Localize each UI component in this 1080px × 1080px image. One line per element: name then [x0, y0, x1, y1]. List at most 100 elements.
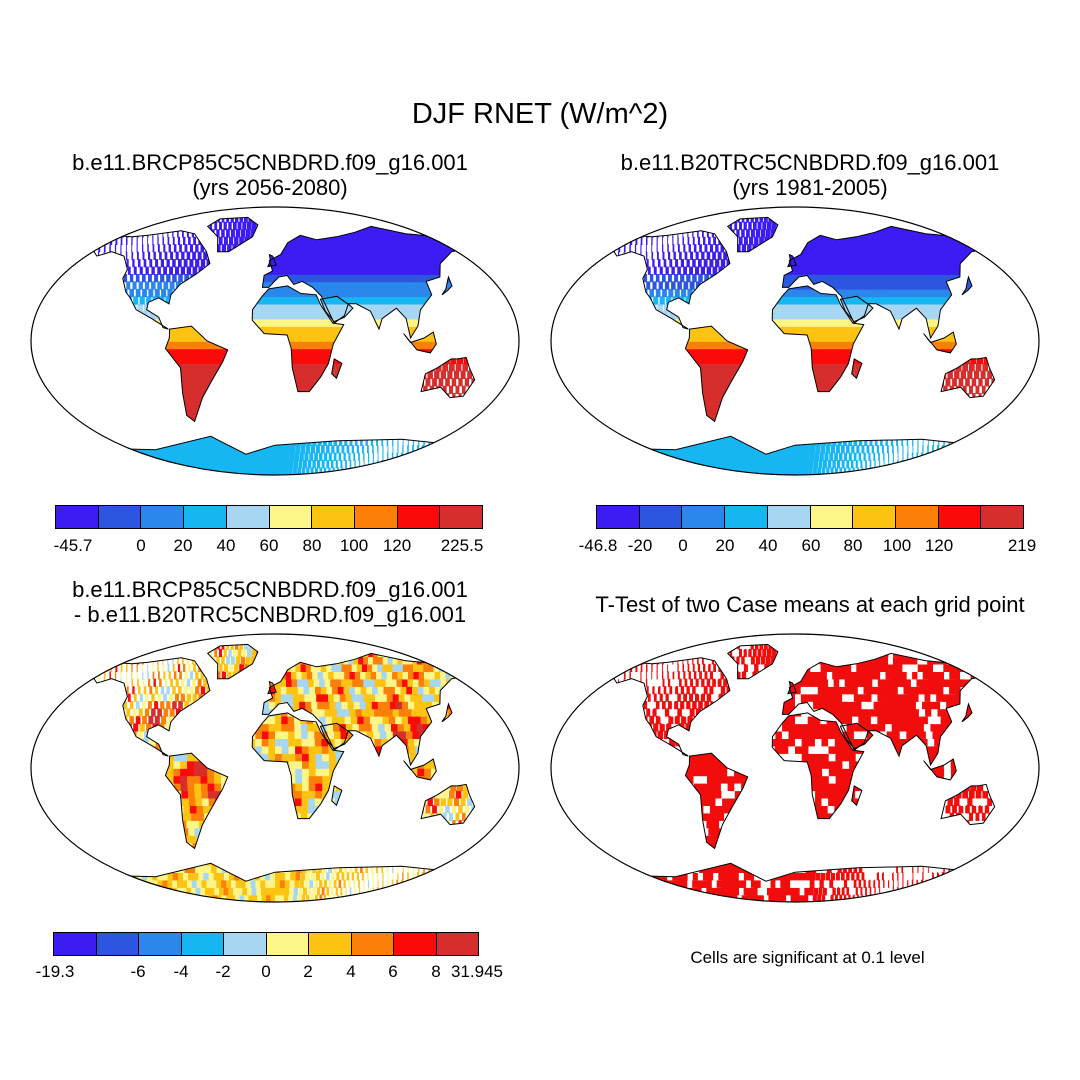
colorbar-cell	[895, 506, 939, 528]
colorbar-cell	[810, 506, 854, 528]
colorbar-cell	[266, 933, 309, 955]
coastline-australia	[940, 783, 996, 826]
coastline-south-america	[684, 752, 749, 850]
colorbar-difference-tick: -19.3	[35, 962, 75, 981]
panel-difference-title: b.e11.BRCP85C5CNBDRD.f09_g16.001 - b.e11…	[0, 577, 540, 627]
colorbar-future-tick: 80	[302, 536, 322, 555]
coastline-africa	[771, 712, 865, 820]
land-field	[613, 644, 995, 902]
colorbar-cell	[181, 933, 224, 955]
colorbar-cell	[54, 933, 97, 955]
significance-note: Cells are significant at 0.1 level	[690, 948, 925, 967]
colorbar-historical-tick: 100	[882, 536, 912, 555]
colorbar-cell	[184, 506, 227, 528]
colorbar-cell	[597, 506, 640, 528]
colorbar-difference-tick: -6	[130, 962, 146, 981]
colorbar-cell	[639, 506, 683, 528]
colorbar-cell	[938, 506, 982, 528]
coastline-australia	[420, 783, 476, 826]
colorbar-future-tick: 120	[382, 536, 412, 555]
colorbar-difference-tick: -4	[173, 962, 189, 981]
colorbar-difference-tick: 4	[346, 962, 356, 981]
coastline-borneo-indonesia	[403, 331, 437, 354]
colorbar-historical-tick: 40	[758, 536, 778, 555]
colorbar-cell	[141, 506, 185, 528]
panel-difference-title-line2: - b.e11.B20TRC5CNBDRD.f09_g16.001	[73, 602, 467, 627]
coastline-arabia	[319, 295, 354, 323]
colorbar-future	[55, 505, 483, 529]
panel-future-title-line2: (yrs 2056-2080)	[192, 175, 348, 200]
colorbar-cell	[56, 506, 99, 528]
coastline-japan	[441, 275, 453, 296]
colorbar-future-tick: 0	[136, 536, 146, 555]
coastline-madagascar	[851, 785, 863, 807]
coastline-borneo-indonesia	[923, 758, 957, 781]
coastline-africa	[251, 712, 345, 820]
coastline-arabia	[839, 722, 874, 750]
coastline-north-america	[92, 230, 211, 330]
colorbar-cell	[269, 506, 313, 528]
colorbar-cell	[224, 933, 267, 955]
map-difference	[30, 633, 520, 903]
colorbar-cell	[767, 506, 811, 528]
colorbar-difference-tick: 31.945	[451, 962, 503, 981]
coastline-uk	[787, 680, 797, 695]
colorbar-cell	[309, 933, 352, 955]
colorbar-difference-tick: 2	[303, 962, 313, 981]
colorbar-historical-tick: 20	[715, 536, 735, 555]
coastline-eurasia	[781, 225, 990, 340]
coastline-north-america	[612, 657, 731, 757]
coastline-eurasia	[781, 652, 990, 767]
coastline-madagascar	[331, 358, 343, 380]
colorbar-future-tick: 100	[339, 536, 369, 555]
colorbar-future-tick: 225.5	[440, 536, 484, 555]
colorbar-future-tick: -45.7	[53, 536, 93, 555]
map-future	[30, 206, 520, 476]
map-border	[550, 633, 1040, 903]
coastline-south-america	[164, 325, 229, 423]
colorbar-difference-tick: -2	[215, 962, 231, 981]
coastline-greenland	[206, 643, 259, 680]
coastline-madagascar	[851, 358, 863, 380]
colorbar-cell	[98, 506, 142, 528]
colorbar-cell	[226, 506, 270, 528]
coastline-antarctica	[612, 862, 981, 902]
colorbar-cell	[354, 506, 398, 528]
coastline-greenland	[726, 643, 779, 680]
colorbar-difference-tick: 0	[261, 962, 271, 981]
coastline-africa	[251, 285, 345, 393]
coastline-madagascar	[331, 785, 343, 807]
colorbar-historical-tick: -20	[627, 536, 653, 555]
colorbar-cell	[440, 506, 483, 528]
coastline-uk	[267, 680, 277, 695]
coastline-borneo-indonesia	[923, 331, 957, 354]
panel-future-title-line1: b.e11.BRCP85C5CNBDRD.f09_g16.001	[72, 150, 468, 175]
map-border	[550, 206, 1040, 476]
panel-difference-title-line1: b.e11.BRCP85C5CNBDRD.f09_g16.001	[72, 577, 468, 602]
colorbar-difference-tick: 6	[388, 962, 398, 981]
coastline-eurasia	[261, 225, 470, 340]
coastline-greenland	[206, 216, 259, 253]
coastline-north-america	[92, 657, 211, 757]
panel-historical-title-line2: (yrs 1981-2005)	[732, 175, 888, 200]
land-field	[93, 217, 475, 475]
panel-historical-title: b.e11.B20TRC5CNBDRD.f09_g16.001 (yrs 198…	[540, 150, 1080, 200]
coastline-antarctica	[92, 862, 461, 902]
coastline-africa	[771, 285, 865, 393]
colorbar-cell	[853, 506, 896, 528]
colorbar-historical-tick: 0	[678, 536, 688, 555]
coastline-greenland	[726, 216, 779, 253]
colorbar-future-tick: 40	[216, 536, 236, 555]
colorbar-historical-tick: 80	[843, 536, 863, 555]
coastline-uk	[267, 253, 277, 268]
map-border	[30, 206, 520, 476]
panel-ttest-title: T-Test of two Case means at each grid po…	[595, 592, 1025, 617]
coastline-arabia	[319, 722, 354, 750]
colorbar-cell	[981, 506, 1024, 528]
coastline-japan	[441, 702, 453, 723]
coastline-japan	[961, 275, 973, 296]
colorbar-historical-tick: 120	[924, 536, 954, 555]
colorbar-historical-tick: 60	[801, 536, 821, 555]
colorbar-cell	[682, 506, 726, 528]
colorbar-cell	[397, 506, 441, 528]
